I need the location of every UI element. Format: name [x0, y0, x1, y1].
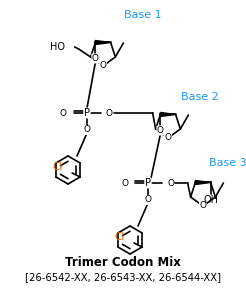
Text: O: O — [157, 126, 164, 135]
Text: Cl: Cl — [115, 232, 125, 242]
Text: O: O — [60, 108, 67, 118]
Polygon shape — [195, 181, 211, 184]
Text: Cl: Cl — [53, 162, 63, 172]
Text: O: O — [106, 108, 113, 118]
Text: O: O — [92, 54, 99, 63]
Text: HO: HO — [50, 42, 65, 52]
Text: [26-6542-XX, 26-6543-XX, 26-6544-XX]: [26-6542-XX, 26-6543-XX, 26-6544-XX] — [25, 272, 221, 282]
Text: O: O — [167, 178, 174, 188]
Text: Trimer Codon Mix: Trimer Codon Mix — [65, 256, 181, 270]
Text: O: O — [99, 61, 107, 71]
Text: O: O — [83, 126, 91, 134]
Text: O: O — [121, 178, 128, 188]
Text: O: O — [144, 196, 152, 205]
Text: O: O — [200, 201, 206, 211]
Polygon shape — [160, 113, 176, 116]
Text: O: O — [165, 133, 171, 143]
Text: P: P — [84, 108, 90, 118]
Text: Base 2: Base 2 — [181, 92, 219, 102]
Text: OH: OH — [203, 196, 218, 206]
Text: Base 1: Base 1 — [124, 10, 162, 20]
Polygon shape — [95, 41, 111, 44]
Text: Base 3: Base 3 — [209, 158, 246, 168]
Text: P: P — [145, 178, 151, 188]
